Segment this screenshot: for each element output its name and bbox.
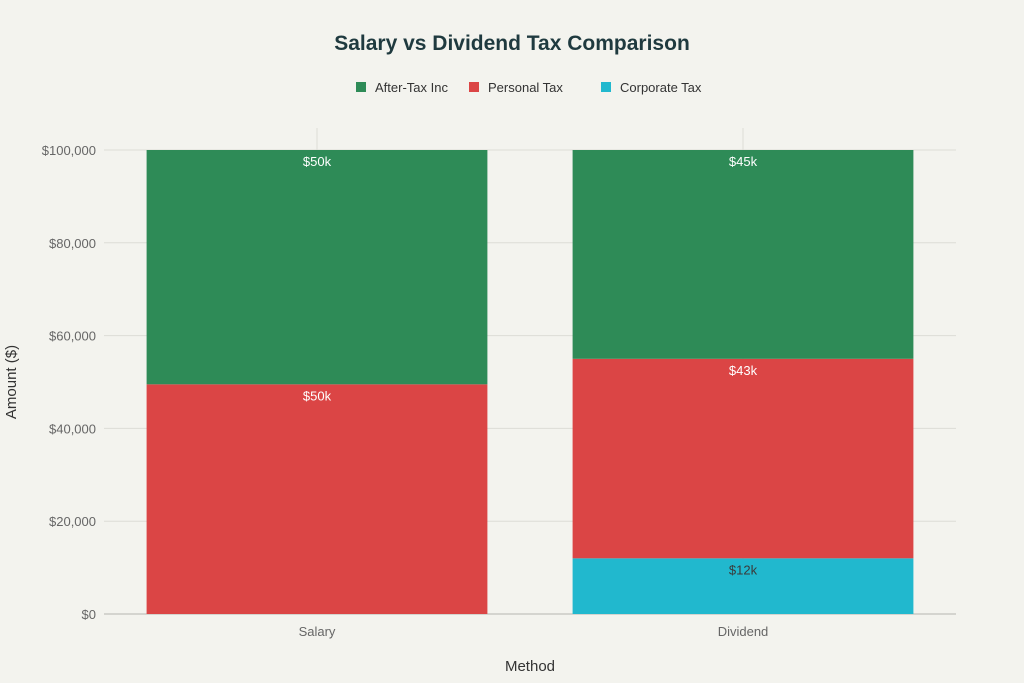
- data-label: $43k: [729, 363, 758, 378]
- data-label: $50k: [303, 388, 332, 403]
- y-axis: $0 $20,000 $40,000 $60,000 $80,000 $100,000: [42, 143, 96, 622]
- y-tick-label: $80,000: [49, 236, 96, 251]
- legend-label: After-Tax Inc: [375, 80, 448, 95]
- chart-title: Salary vs Dividend Tax Comparison: [334, 32, 690, 55]
- y-tick-label: $40,000: [49, 421, 96, 436]
- bars: [146, 150, 914, 614]
- x-tick-label: Dividend: [718, 624, 769, 639]
- legend-label: Personal Tax: [488, 80, 563, 95]
- data-label: $45k: [729, 154, 758, 169]
- x-axis-title: Method: [505, 658, 555, 675]
- legend-swatch: [601, 82, 611, 92]
- bar-segment: [146, 384, 488, 614]
- bar-segment: [572, 358, 914, 559]
- y-axis-title: Amount ($): [3, 345, 20, 419]
- bar-segment: [146, 150, 488, 385]
- bar-segment: [572, 558, 914, 614]
- y-tick-label: $100,000: [42, 143, 96, 158]
- legend-swatch: [469, 82, 479, 92]
- data-labels: $50k $50k $12k $43k $45k: [303, 154, 758, 577]
- legend-label: Corporate Tax: [620, 80, 702, 95]
- legend-item: Corporate Tax: [601, 80, 702, 95]
- legend-item: After-Tax Inc: [356, 80, 448, 95]
- bar-segment: [572, 150, 914, 359]
- legend-swatch: [356, 82, 366, 92]
- y-tick-label: $0: [82, 607, 96, 622]
- legend: After-Tax Inc Personal Tax Corporate Tax: [356, 80, 702, 95]
- y-tick-label: $20,000: [49, 514, 96, 529]
- x-tick-label: Salary: [299, 624, 336, 639]
- data-label: $50k: [303, 154, 332, 169]
- x-axis: Salary Dividend: [299, 624, 769, 639]
- legend-item: Personal Tax: [469, 80, 563, 95]
- y-tick-label: $60,000: [49, 329, 96, 344]
- data-label: $12k: [729, 562, 758, 577]
